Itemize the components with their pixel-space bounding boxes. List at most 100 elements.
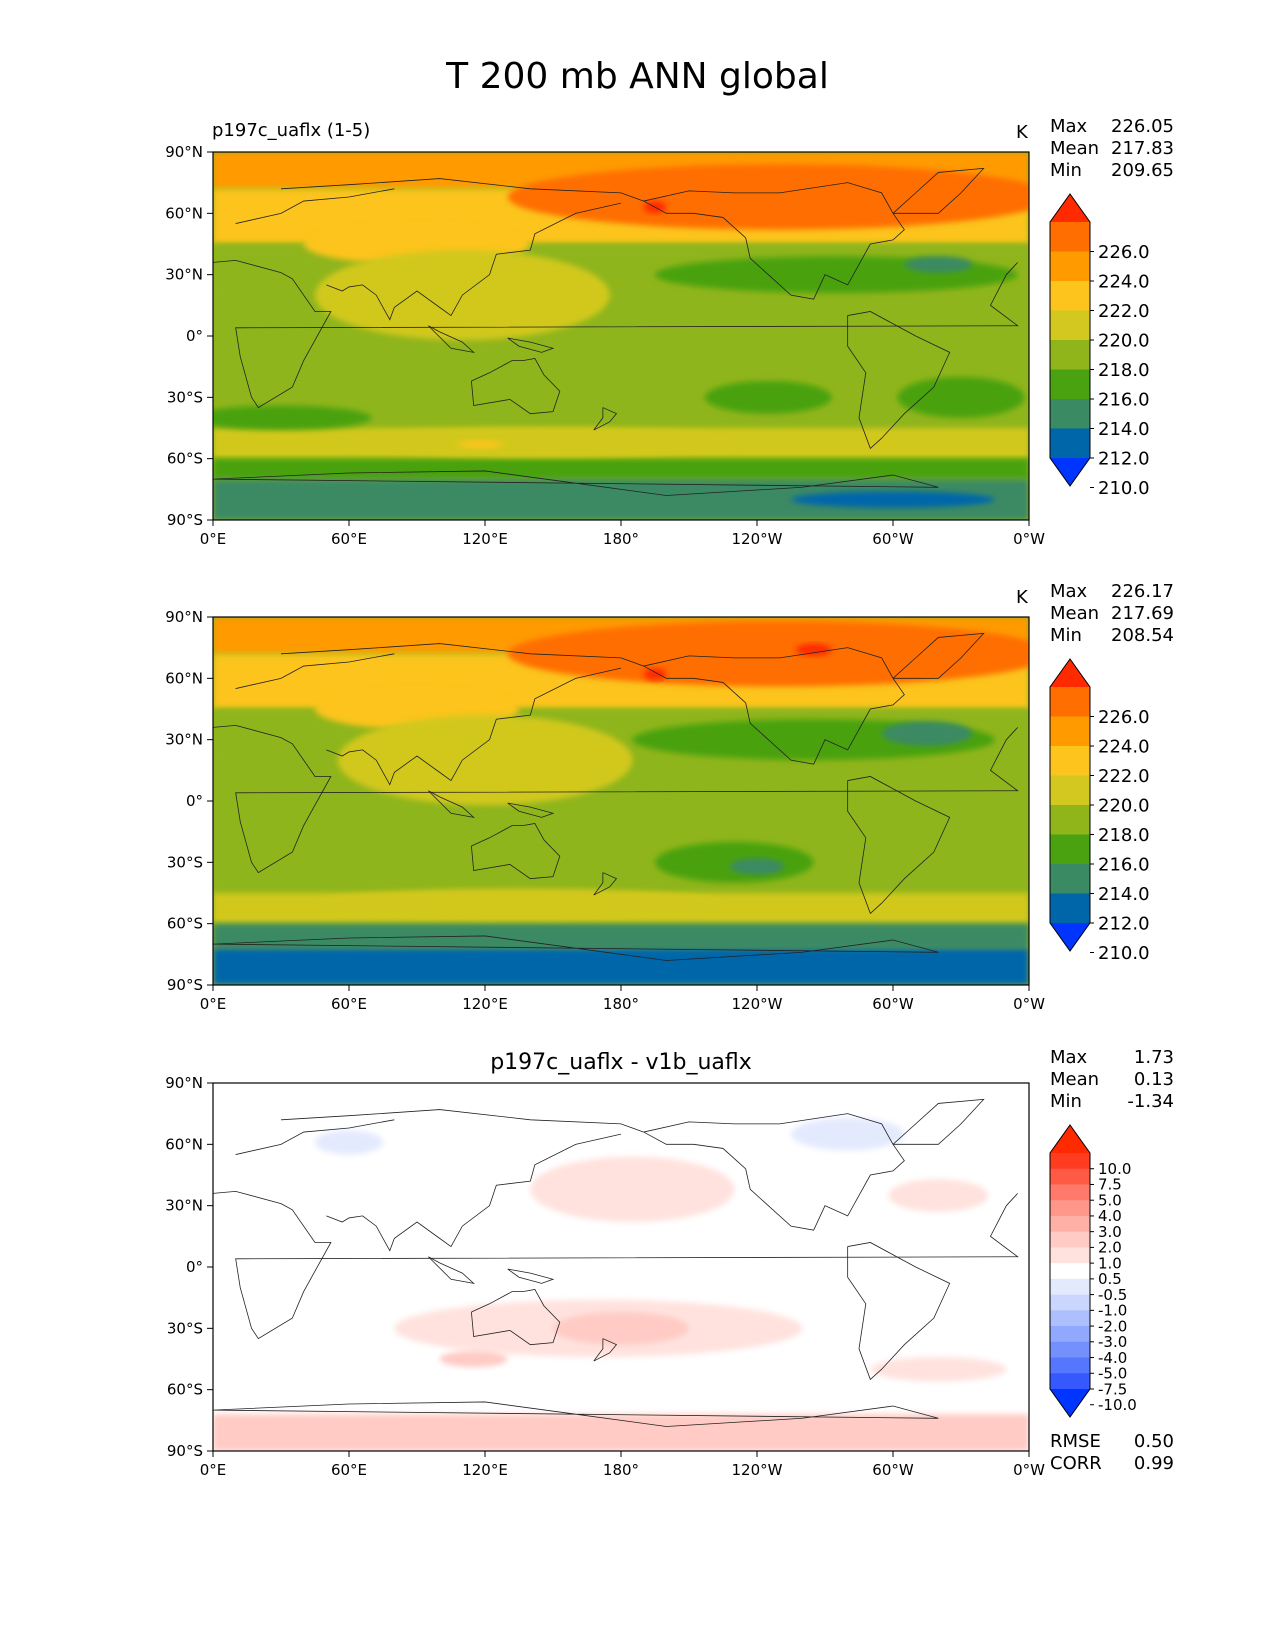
colorbar-tick-label: -2.0 (1098, 1317, 1127, 1335)
colorbar-segment (1050, 805, 1090, 835)
colorbar-tick-label: 222.0 (1098, 766, 1150, 787)
contour-feature-6 (904, 256, 973, 273)
colorbar-tick-label: 7.5 (1098, 1176, 1122, 1194)
lon-tick-label: 180° (603, 530, 639, 548)
colorbar-segment (1050, 1310, 1090, 1327)
coastline-5 (471, 823, 561, 880)
colorbar-segment (1050, 864, 1090, 894)
lon-tick-label: 0°W (1013, 1461, 1045, 1479)
contour-feature-9 (729, 858, 785, 875)
colorbar-segment (1050, 1153, 1090, 1170)
lat-tick-label: 30°S (167, 388, 203, 406)
coastline-9 (213, 470, 939, 496)
coastline-2 (235, 653, 395, 689)
coastline-7 (847, 311, 951, 450)
lat-tick-label: 30°N (165, 266, 203, 284)
colorbar-segment (1050, 1168, 1090, 1185)
colorbar-segment (1050, 1200, 1090, 1217)
colorbar-segment (1050, 340, 1090, 370)
lat-tick-label: 90°S (167, 1442, 203, 1460)
coastline-11 (428, 790, 475, 818)
contour-feature-7 (881, 721, 973, 746)
contour-feature-10 (337, 428, 746, 457)
colorbar-segment (1050, 1357, 1090, 1374)
colorbar-tick-label: 210.0 (1098, 943, 1150, 964)
contour-feature-8 (897, 376, 1025, 418)
colorbar-tick-label: 2.0 (1098, 1239, 1122, 1257)
colorbar-tick-label: 224.0 (1098, 271, 1150, 292)
colorbar-segment (1050, 1184, 1090, 1201)
colorbar-extend-max (1050, 194, 1090, 222)
colorbar-segment (1050, 1326, 1090, 1343)
colorbar-segment (1050, 893, 1090, 924)
lat-tick-label: 60°N (165, 204, 203, 222)
colorbar-1: 226.0 224.0 222.0 220.0 218.0 216.0 214.0 212.0… (1049, 193, 1150, 499)
colorbar-tick-label: 216.0 (1098, 854, 1150, 875)
colorbar-tick-label: -7.5 (1098, 1380, 1127, 1398)
lat-tick-label: 90°S (167, 511, 203, 529)
coastline-11 (428, 1256, 475, 1284)
contour-feature-9 (439, 1350, 508, 1368)
colorbar-extend-max (1050, 659, 1090, 687)
lon-tick-label: 180° (603, 1461, 639, 1479)
colorbar-tick-label: 222.0 (1098, 301, 1150, 322)
contour-feature-10 (315, 888, 723, 918)
colorbar-tick-label: 220.0 (1098, 795, 1150, 816)
lat-tick-label: 30°N (165, 731, 203, 749)
lat-tick-label: 60°N (165, 1135, 203, 1153)
contour-feature-6 (888, 1179, 989, 1212)
lon-tick-label: 0°E (200, 995, 227, 1013)
colorbar-tick-label: -4.0 (1098, 1349, 1127, 1367)
map-panel-3 (213, 1083, 1029, 1451)
coastline-4 (326, 202, 622, 321)
lat-tick-label: 30°N (165, 1197, 203, 1215)
lon-tick-label: 60°E (331, 530, 367, 548)
colorbar-extend-max (1050, 1125, 1090, 1153)
colorbar-tick-label: -1.0 (1098, 1302, 1127, 1320)
colorbar-tick-label: 1.0 (1098, 1254, 1122, 1272)
lat-tick-label: 30°S (167, 853, 203, 871)
coastline-8 (892, 632, 985, 679)
lon-tick-label: 0°W (1013, 995, 1045, 1013)
contour-feature-2 (791, 1117, 905, 1151)
colorbar-segment (1050, 1215, 1090, 1233)
colorbar-tick-label: -3.0 (1098, 1333, 1127, 1351)
lon-tick-label: 120°W (732, 1461, 783, 1479)
lat-tick-label: 0° (186, 792, 203, 810)
colorbar-segment (1050, 1231, 1090, 1248)
colorbar-3: 10.07.55.04.03.02.01.00.5-0.5-1.0-2.0-3.… (1049, 1124, 1137, 1418)
lon-tick-label: 120°W (732, 995, 783, 1013)
coastline-7 (847, 1242, 951, 1381)
colorbar-segment (1050, 222, 1090, 252)
colorbar-tick-label: 220.0 (1098, 330, 1150, 351)
colorbar-segment (1050, 1247, 1090, 1264)
lat-tick-label: 0° (186, 327, 203, 345)
lon-tick-label: 60°W (872, 1461, 914, 1479)
colorbar-tick-label: 212.0 (1098, 448, 1150, 469)
coastline-5 (471, 358, 561, 415)
lat-tick-label: 90°N (165, 608, 203, 626)
colorbar-tick-label: 5.0 (1098, 1191, 1122, 1209)
colorbar-tick-label: 0.5 (1098, 1270, 1122, 1288)
colorbar-segment (1050, 834, 1090, 865)
contour-feature-9 (213, 405, 372, 431)
colorbar-tick-label: 226.0 (1098, 242, 1150, 263)
lon-tick-label: 120°E (462, 1461, 508, 1479)
contour-feature-5 (337, 715, 633, 806)
coastline-1 (280, 1109, 644, 1133)
coastline-6 (643, 647, 905, 765)
contour-feature-1 (507, 621, 1029, 687)
coastline-4 (326, 1133, 622, 1252)
coastline-6 (643, 182, 905, 300)
colorbar-segment (1050, 1278, 1090, 1296)
lon-tick-label: 60°W (872, 995, 914, 1013)
coastline-5 (471, 1289, 561, 1346)
colorbar-segment (1050, 1373, 1090, 1390)
colorbar-tick-label: -10.0 (1098, 1396, 1137, 1414)
coastline-12 (593, 407, 618, 431)
coastline-6 (643, 1113, 905, 1231)
coastline-2 (235, 1119, 395, 1155)
map-panel-1 (213, 152, 1029, 520)
coastline-10 (507, 337, 555, 353)
coastline-3 (213, 724, 1019, 874)
